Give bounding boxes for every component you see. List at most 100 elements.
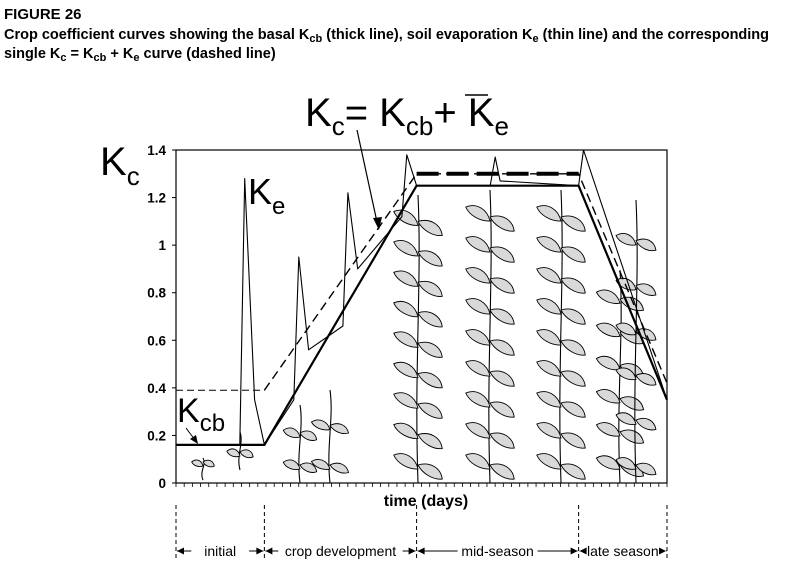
plant-leaf: [560, 215, 586, 232]
stage-label: late season: [587, 543, 659, 559]
equation-pointer: [356, 129, 378, 223]
plant-leaf: [635, 238, 657, 252]
plant-leaf: [417, 402, 443, 419]
equation-k: K: [305, 91, 332, 135]
plant-stem: [559, 189, 563, 484]
plant-leaf: [465, 205, 491, 222]
plant-leaf: [615, 277, 637, 291]
plant-leaf: [417, 372, 443, 389]
plant-leaf: [202, 459, 215, 468]
plant-leaf: [635, 417, 657, 431]
plant-stem: [328, 389, 332, 484]
plant-stem: [488, 189, 492, 484]
plant-leaf: [393, 392, 419, 409]
kcb-label-k: K: [177, 392, 200, 430]
plant-leaf: [226, 448, 241, 458]
plant-leaf: [393, 209, 419, 226]
caption-text: Crop coefficient curves showing the basa…: [4, 27, 310, 43]
plant-leaf: [417, 311, 443, 328]
caption-text: (thick line), soil evaporation K: [322, 27, 533, 43]
plant-leaf: [417, 280, 443, 297]
ke-label-k: K: [248, 171, 272, 212]
plant-leaf: [536, 391, 562, 408]
stage-arrow-head: [579, 547, 587, 555]
plant-leaf: [489, 339, 515, 356]
plant-stem: [238, 431, 242, 471]
plant-leaf: [560, 370, 586, 387]
equation-label: Kc= Kcb+ Ke: [305, 91, 509, 141]
plant-leaf: [393, 422, 419, 440]
stage-label: initial: [204, 543, 236, 559]
stage-arrow-head: [659, 547, 666, 555]
plant-leaf: [393, 453, 419, 470]
plant-leaf: [393, 270, 419, 287]
plant-leaf: [489, 215, 515, 232]
equation-sub: c: [332, 111, 345, 141]
plant-leaf: [560, 339, 586, 356]
y-tick-label: 1.2: [147, 191, 166, 206]
plant-leaf: [489, 370, 515, 387]
plant-leaf: [489, 246, 515, 263]
equation-k: K: [468, 91, 495, 135]
plant-leaf: [615, 412, 637, 425]
caption-sub: cb: [93, 52, 107, 64]
y-tick-label: 0.2: [147, 428, 166, 443]
plant-leaf: [560, 308, 586, 325]
y-tick-label: 0.4: [147, 381, 166, 396]
plant-leaf: [536, 329, 562, 346]
ke-label: Ke: [248, 171, 285, 220]
plant-leaf: [239, 449, 254, 459]
plant-leaf: [595, 389, 621, 404]
kcb-pointer-head: [190, 435, 198, 444]
plot-frame: 0 0.2 0.4 0.6 0.8 1 1.2 1.4: [147, 143, 668, 491]
y-tick-label: 1: [158, 238, 166, 253]
caption-sub: cb: [309, 33, 323, 45]
plant-leaf: [536, 267, 562, 284]
caption-text: = K: [66, 46, 94, 62]
plant-leaf: [560, 277, 586, 294]
plant-stem: [201, 457, 205, 481]
plant-leaf: [417, 341, 443, 358]
plant-leaf: [595, 355, 621, 371]
plant-leaf: [619, 429, 645, 444]
plant-leaf: [299, 462, 318, 473]
coefficient-curves: [176, 149, 669, 446]
plant-leaf: [393, 301, 419, 318]
plant-leaf: [465, 298, 491, 315]
plant-leaf: [282, 459, 301, 470]
plant-leaf: [536, 453, 562, 470]
plant-leaf: [635, 283, 657, 296]
plant-leaf: [560, 463, 586, 480]
plant-leaf: [417, 433, 443, 450]
equation-sub: e: [494, 111, 508, 141]
plant-leaf: [560, 246, 586, 263]
plant-leaf: [465, 391, 491, 408]
plant-leaf: [615, 233, 637, 246]
plant-leaf: [595, 422, 621, 437]
stage-arrow-head: [265, 547, 273, 555]
plant-leaf: [595, 455, 621, 470]
plant-leaf: [536, 236, 562, 253]
y-axis-label-sub: c: [127, 161, 140, 191]
equation-text: = K: [345, 91, 406, 135]
y-axis-label: Kc: [100, 140, 140, 191]
kc-curve: [263, 173, 668, 391]
x-axis-label: time (days): [384, 493, 468, 510]
plant-leaf: [393, 240, 419, 257]
plant-leaf: [417, 463, 443, 480]
plant-leaf: [465, 422, 491, 439]
plant-leaf: [489, 463, 515, 480]
plant-leaf: [465, 236, 491, 253]
plant-leaf: [595, 322, 621, 338]
figure-label: FIGURE 26: [4, 6, 82, 23]
plant-leaf: [465, 267, 491, 284]
equation-text: +: [433, 91, 467, 135]
caption-text: + K: [106, 46, 134, 62]
plant-leaf: [465, 453, 491, 470]
plant-leaf: [536, 205, 562, 222]
plant-leaf: [282, 427, 301, 438]
plant-leaf: [329, 462, 350, 474]
plant-leaf: [465, 329, 491, 346]
plant-stem: [298, 404, 302, 484]
plant-leaf: [489, 308, 515, 325]
